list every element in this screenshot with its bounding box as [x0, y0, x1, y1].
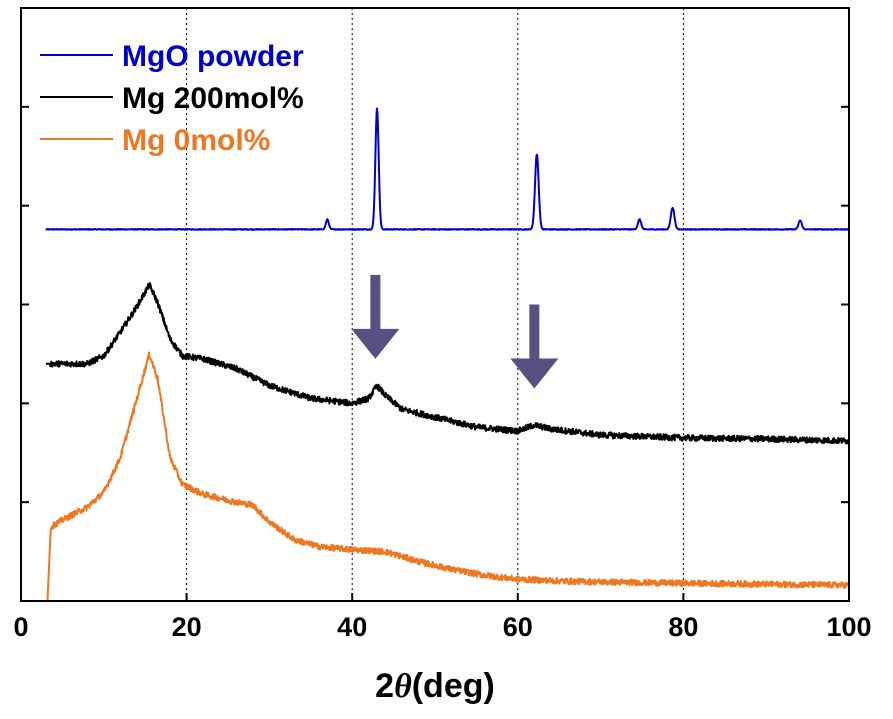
x-tick-label-100: 100 — [826, 612, 871, 642]
peak-arrows — [351, 274, 559, 389]
legend-label-1: MgO powder — [122, 40, 304, 73]
x-tick-label-60: 60 — [503, 612, 533, 642]
gridlines — [186, 8, 684, 601]
legend-label-3: Mg 0mol% — [122, 124, 270, 157]
x-tick-label-0: 0 — [13, 612, 28, 642]
series-line-mg-200mol- — [45, 281, 850, 445]
legend: MgO powder Mg 200mol% Mg 0mol% — [40, 40, 304, 157]
x-tick-label-20: 20 — [172, 612, 202, 642]
series-line-mg-0mol- — [45, 351, 850, 602]
x-axis-title-suffix: (deg) — [412, 667, 495, 705]
axis-ticks: 0 20 40 60 80 100 — [13, 105, 872, 642]
series-line-mgo-powder — [45, 107, 850, 231]
x-axis-title: 2θ(deg) — [375, 667, 495, 705]
x-axis-title-prefix: 2 — [375, 667, 394, 705]
x-tick-label-80: 80 — [668, 612, 698, 642]
peak-arrow-1 — [351, 274, 400, 359]
legend-label-2: Mg 200mol% — [122, 82, 304, 115]
series-lines — [45, 107, 850, 602]
x-tick-label-40: 40 — [337, 612, 367, 642]
peak-arrow-2 — [510, 304, 559, 389]
x-axis-title-symbol: θ — [394, 668, 412, 705]
